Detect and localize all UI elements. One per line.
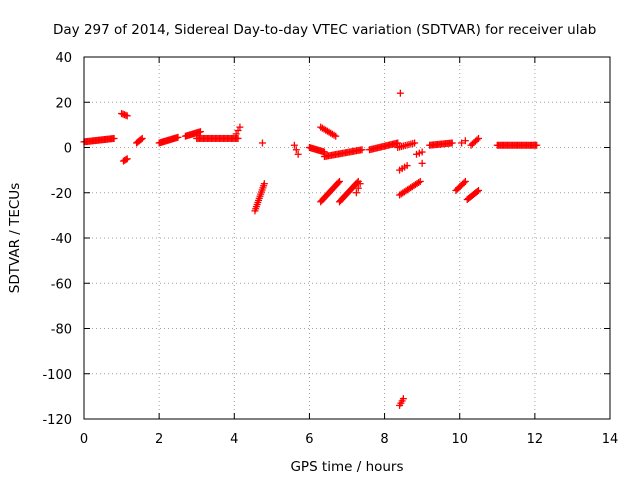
x-tick-label: 8 (380, 432, 388, 447)
x-tick-label: 12 (527, 432, 544, 447)
data-point (533, 141, 541, 149)
data-point (416, 177, 424, 185)
data-point (352, 189, 360, 197)
data-point (461, 137, 469, 145)
data-point (174, 133, 182, 141)
data-point (396, 89, 404, 97)
data-point (399, 395, 407, 403)
y-tick-label: 40 (55, 51, 72, 66)
y-tick-label: 20 (55, 96, 72, 111)
data-point (358, 146, 366, 154)
data-point (354, 184, 362, 192)
plot-frame (83, 56, 611, 420)
data-point (415, 178, 423, 186)
data-point (292, 146, 300, 154)
data-point (258, 139, 266, 147)
data-point (123, 155, 131, 163)
data-point (334, 179, 342, 187)
x-tick-label: 4 (230, 432, 238, 447)
data-point (403, 162, 411, 170)
x-tick-label: 2 (155, 432, 163, 447)
data-point (458, 139, 466, 147)
data-point (418, 159, 426, 167)
data-point (260, 180, 268, 188)
x-tick-label: 14 (602, 432, 619, 447)
y-tick-label: -80 (51, 323, 72, 338)
y-tick-label: -100 (42, 368, 72, 383)
data-point (294, 150, 302, 158)
data-point (122, 156, 130, 164)
x-axis-label: GPS time / hours (290, 459, 403, 475)
data-point (137, 135, 145, 143)
data-point (411, 139, 419, 147)
data-point (335, 177, 343, 185)
data-point (473, 187, 481, 195)
y-axis-label: SDTVAR / TECUs (7, 183, 23, 293)
data-point (460, 179, 468, 187)
y-tick-label: 0 (64, 142, 72, 157)
data-points (80, 89, 541, 409)
data-point (332, 132, 340, 140)
y-tick-label: -40 (51, 232, 72, 247)
y-tick-label: -60 (51, 277, 72, 292)
x-tick-label: 6 (305, 432, 313, 447)
axis-ticks: 0 2 4 6 8 10 12 14 -120 -100 -80 -60 -40 -20 0 20 40 (42, 51, 618, 447)
data-point (475, 134, 482, 142)
gridlines (84, 57, 610, 419)
data-point (448, 139, 456, 147)
data-point (236, 123, 244, 131)
y-tick-label: -120 (42, 413, 72, 428)
data-point (461, 177, 469, 185)
data-point (234, 134, 242, 142)
data-point (290, 141, 298, 149)
y-tick-label: -20 (51, 187, 72, 202)
chart-title: Day 297 of 2014, Sidereal Day-to-day VTE… (53, 22, 596, 38)
x-tick-label: 10 (451, 432, 468, 447)
data-point (353, 179, 361, 187)
data-point (123, 112, 131, 120)
data-point (196, 128, 204, 136)
data-point (475, 186, 482, 194)
data-point (473, 136, 481, 144)
data-point (330, 131, 338, 139)
x-tick-label: 0 (80, 432, 88, 447)
data-point (138, 134, 146, 142)
data-point (418, 148, 426, 156)
data-point (110, 134, 118, 142)
data-point (356, 180, 364, 188)
